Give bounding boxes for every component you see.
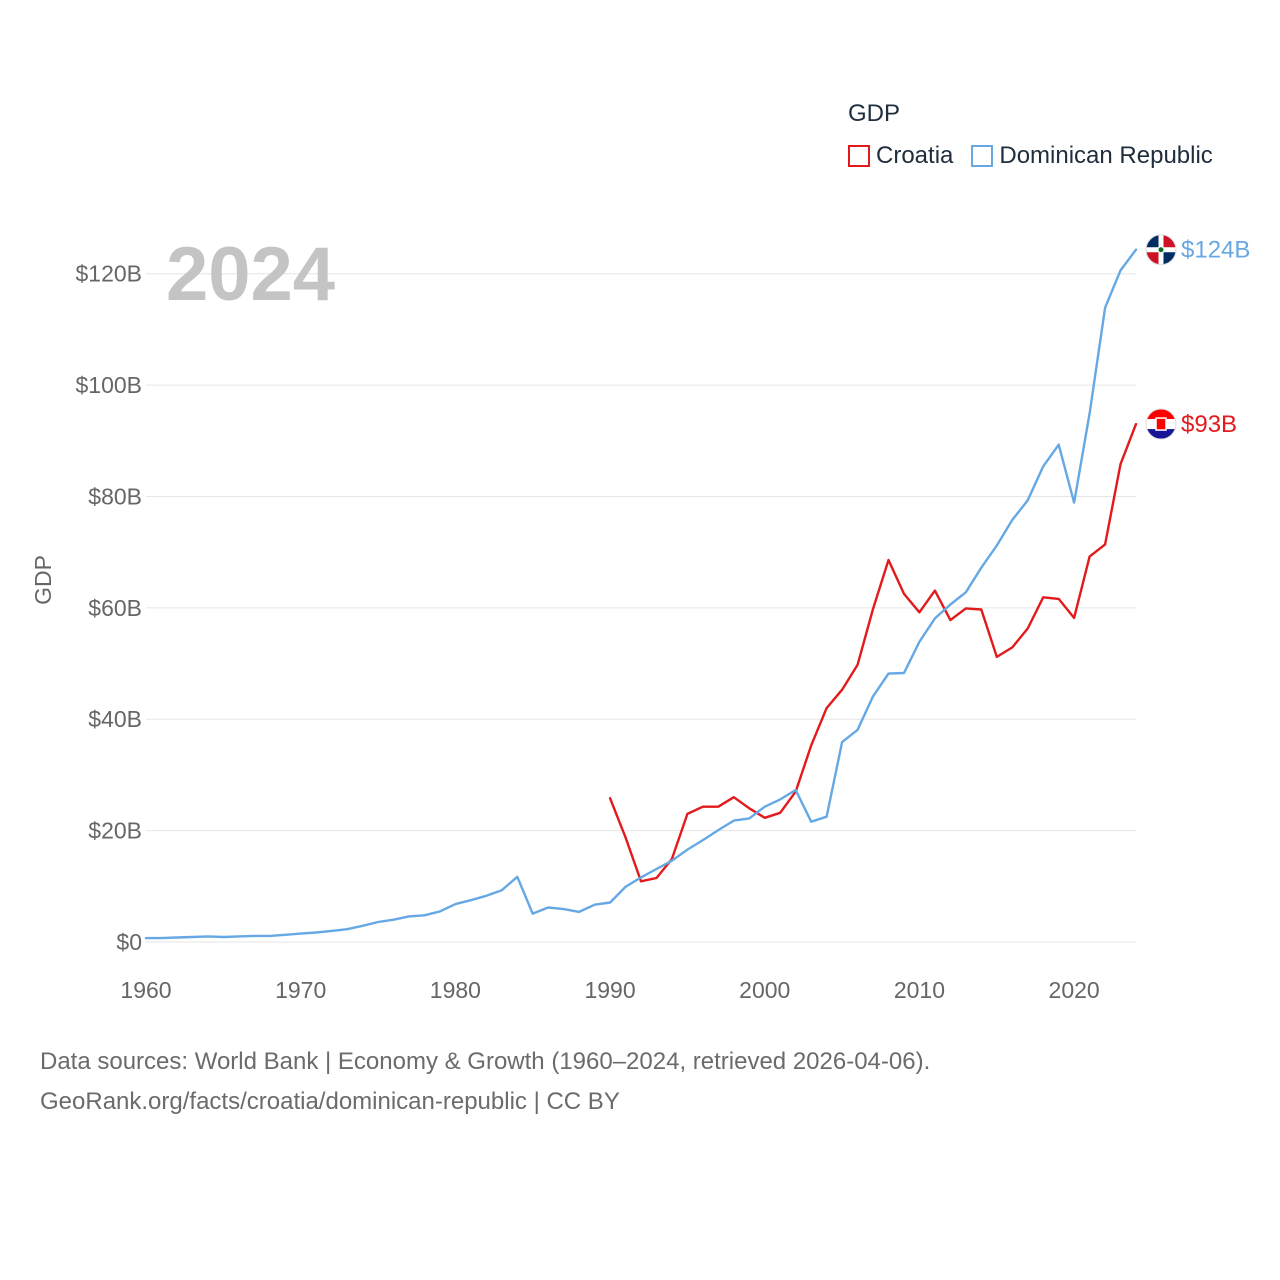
legend: Croatia Dominican Republic <box>848 142 1231 170</box>
footer-sources: Data sources: World Bank | Economy & Gro… <box>40 1048 931 1075</box>
y-tick-label: $20B <box>88 818 142 844</box>
legend-label-croatia: Croatia <box>876 142 954 169</box>
end-labels: $93B $124B <box>1145 234 1250 440</box>
gridlines <box>146 273 1136 943</box>
legend-swatch-dominican-republic <box>971 145 994 167</box>
end-value-label-dominican-republic: $124B <box>1181 237 1250 264</box>
legend-title: GDP <box>848 100 901 127</box>
dominican-republic-flag-icon <box>1145 234 1177 266</box>
x-axis-ticks: 1960 1970 1980 1990 2000 2010 2020 <box>120 977 1099 1003</box>
y-tick-label: $100B <box>75 372 142 398</box>
footer: Data sources: World Bank | Economy & Gro… <box>40 1042 930 1122</box>
x-tick-label: 1990 <box>584 977 635 1003</box>
y-axis-label: GDP <box>30 555 56 605</box>
series-lines <box>144 248 1138 940</box>
y-tick-label: $80B <box>88 483 142 509</box>
x-tick-label: 1980 <box>430 977 481 1003</box>
end-value-label-croatia: $93B <box>1181 411 1237 438</box>
x-tick-label: 1960 <box>120 977 171 1003</box>
legend-swatch-croatia <box>848 145 870 167</box>
series-line-dominican-republic[interactable] <box>144 248 1138 940</box>
footer-attribution: GeoRank.org/facts/croatia/dominican-repu… <box>40 1088 620 1115</box>
legend-item-dominican-republic[interactable]: Dominican Republic <box>971 142 1213 170</box>
legend-item-croatia[interactable]: Croatia <box>848 142 953 170</box>
series-line-croatia[interactable] <box>608 422 1138 883</box>
x-tick-label: 2010 <box>894 977 945 1003</box>
y-tick-label: $0 <box>116 929 142 955</box>
y-tick-label: $60B <box>88 595 142 621</box>
x-tick-label: 2000 <box>739 977 790 1003</box>
y-tick-label: $120B <box>75 261 142 287</box>
y-axis-ticks: $0 $20B $40B $60B $80B $100B $120B <box>75 261 142 955</box>
croatia-flag-icon <box>1145 408 1177 440</box>
legend-label-dominican-republic: Dominican Republic <box>999 142 1213 169</box>
x-tick-label: 1970 <box>275 977 326 1003</box>
y-tick-label: $40B <box>88 706 142 732</box>
year-watermark: 2024 <box>166 232 335 317</box>
x-tick-label: 2020 <box>1049 977 1100 1003</box>
